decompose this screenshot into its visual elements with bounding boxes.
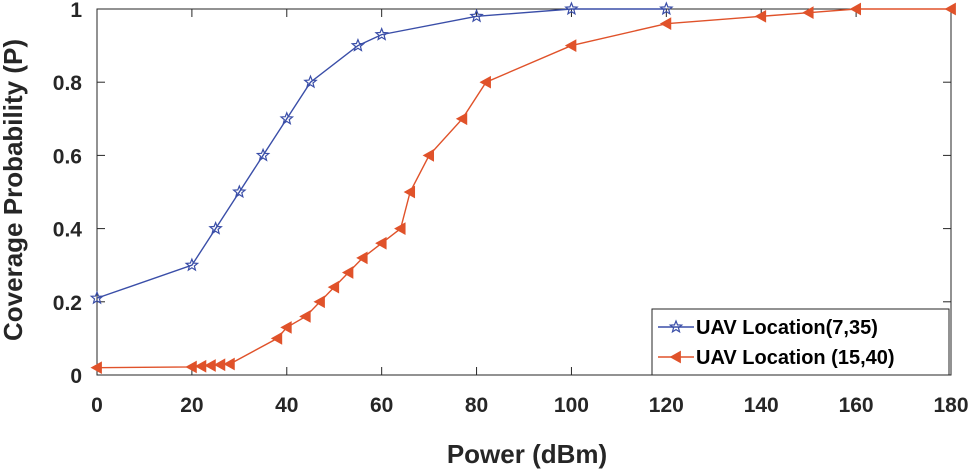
x-tick-label: 40	[275, 394, 298, 417]
data-point	[280, 321, 292, 334]
data-point	[422, 149, 435, 162]
data-point	[90, 361, 102, 375]
data-point	[185, 360, 197, 374]
plot-box	[96, 8, 952, 376]
data-point	[279, 111, 295, 125]
y-tick-label: 0.4	[53, 219, 83, 242]
y-tick-label: 0.6	[53, 145, 82, 168]
data-point	[208, 220, 223, 235]
y-tick-label: 0	[70, 365, 82, 388]
data-point	[564, 1, 579, 16]
series-1	[89, 1, 674, 305]
data-point	[403, 185, 416, 199]
data-point	[223, 357, 235, 371]
data-point	[659, 1, 674, 16]
y-tick-label: 0.8	[53, 72, 83, 95]
data-point	[184, 257, 200, 272]
y-axis-ticks: 0 0.2 0.4 0.6 0.8 1	[53, 0, 951, 388]
data-point	[564, 39, 577, 52]
data-point	[394, 222, 406, 235]
data-point	[255, 147, 271, 162]
data-point	[194, 359, 207, 373]
series-2	[90, 2, 956, 375]
data-point	[754, 9, 767, 23]
data-point	[479, 75, 491, 89]
data-point	[270, 332, 283, 345]
x-tick-label: 100	[554, 394, 589, 417]
data-point	[469, 8, 484, 23]
legend-marker	[668, 319, 684, 334]
y-tick-label: 1	[70, 0, 82, 22]
x-tick-label: 60	[370, 394, 393, 417]
data-point	[374, 26, 389, 41]
plot-frame	[96, 8, 952, 376]
legend-box	[651, 308, 950, 376]
data-point	[232, 184, 247, 199]
legend-label: UAV Location (15,40)	[696, 347, 895, 369]
x-tick-label: 80	[465, 394, 488, 417]
data-point	[659, 17, 672, 30]
data-point	[204, 359, 216, 372]
y-tick-label: 0.2	[53, 292, 82, 315]
data-point	[356, 251, 368, 265]
legend-marker	[669, 350, 681, 364]
data-point	[455, 112, 468, 126]
x-tick-label: 0	[91, 394, 103, 417]
data-point	[341, 266, 354, 279]
data-point	[313, 295, 325, 309]
x-tick-label: 180	[933, 394, 968, 417]
series-layer	[89, 1, 956, 375]
data-point	[375, 236, 387, 250]
x-tick-label: 120	[649, 394, 684, 417]
x-tick-label: 20	[180, 394, 203, 417]
data-point	[299, 310, 311, 323]
data-point	[802, 6, 814, 20]
data-point	[303, 74, 318, 89]
data-point	[89, 290, 105, 305]
x-axis-title: Power (dBm)	[447, 439, 607, 469]
data-point	[213, 358, 226, 372]
data-point	[350, 37, 366, 52]
data-point	[944, 2, 956, 16]
x-tick-label: 160	[839, 394, 874, 417]
legend: UAV Location(7,35) UAV Location (15,40)	[651, 308, 950, 376]
x-tick-label: 140	[744, 394, 779, 417]
legend-label: UAV Location(7,35)	[696, 317, 878, 339]
series-line-1	[96, 8, 667, 299]
data-point	[849, 2, 862, 16]
y-axis-title: Coverage Probability (P)	[0, 39, 28, 341]
data-point	[327, 280, 340, 294]
